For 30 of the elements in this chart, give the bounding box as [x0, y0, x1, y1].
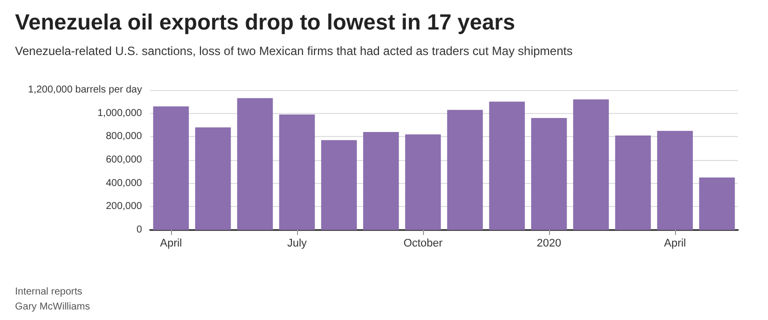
bar: [615, 136, 651, 230]
x-tick-label: April: [160, 238, 182, 250]
bar: [657, 130, 693, 230]
chart-subtitle: Venezuela-related U.S. sanctions, loss of two Mexican firms that had acted as traders cut May shipments: [15, 44, 573, 58]
y-tick-label: 1,000,000: [98, 108, 142, 119]
x-tick-label: 2020: [536, 238, 562, 250]
x-tick-label: April: [664, 238, 686, 250]
y-tick-label: 600,000: [106, 154, 142, 166]
bar: [531, 118, 567, 230]
bar: [237, 98, 273, 230]
chart-title: Venezuela oil exports drop to lowest in 17 years: [15, 10, 516, 34]
bar: [573, 99, 609, 230]
text: Internal reports: [15, 286, 82, 298]
bar: [447, 110, 483, 230]
x-tick-label: October: [403, 238, 443, 250]
y-tick-label: 1,200,000 barrels per day: [28, 84, 142, 96]
bar: [363, 132, 399, 230]
bar: [405, 134, 441, 230]
bar: [195, 127, 231, 230]
y-tick-label: 800,000: [106, 131, 142, 142]
y-tick-label: 0: [136, 224, 142, 236]
bar: [699, 178, 735, 230]
text: Gary McWilliams: [15, 302, 90, 312]
y-tick-label: 400,000: [106, 178, 142, 189]
y-tick-label: 200,000: [106, 201, 142, 212]
x-tick-label: July: [287, 238, 308, 250]
bar: [489, 102, 525, 230]
bar: [321, 140, 357, 230]
bar: [279, 114, 315, 230]
bar: [153, 106, 189, 230]
